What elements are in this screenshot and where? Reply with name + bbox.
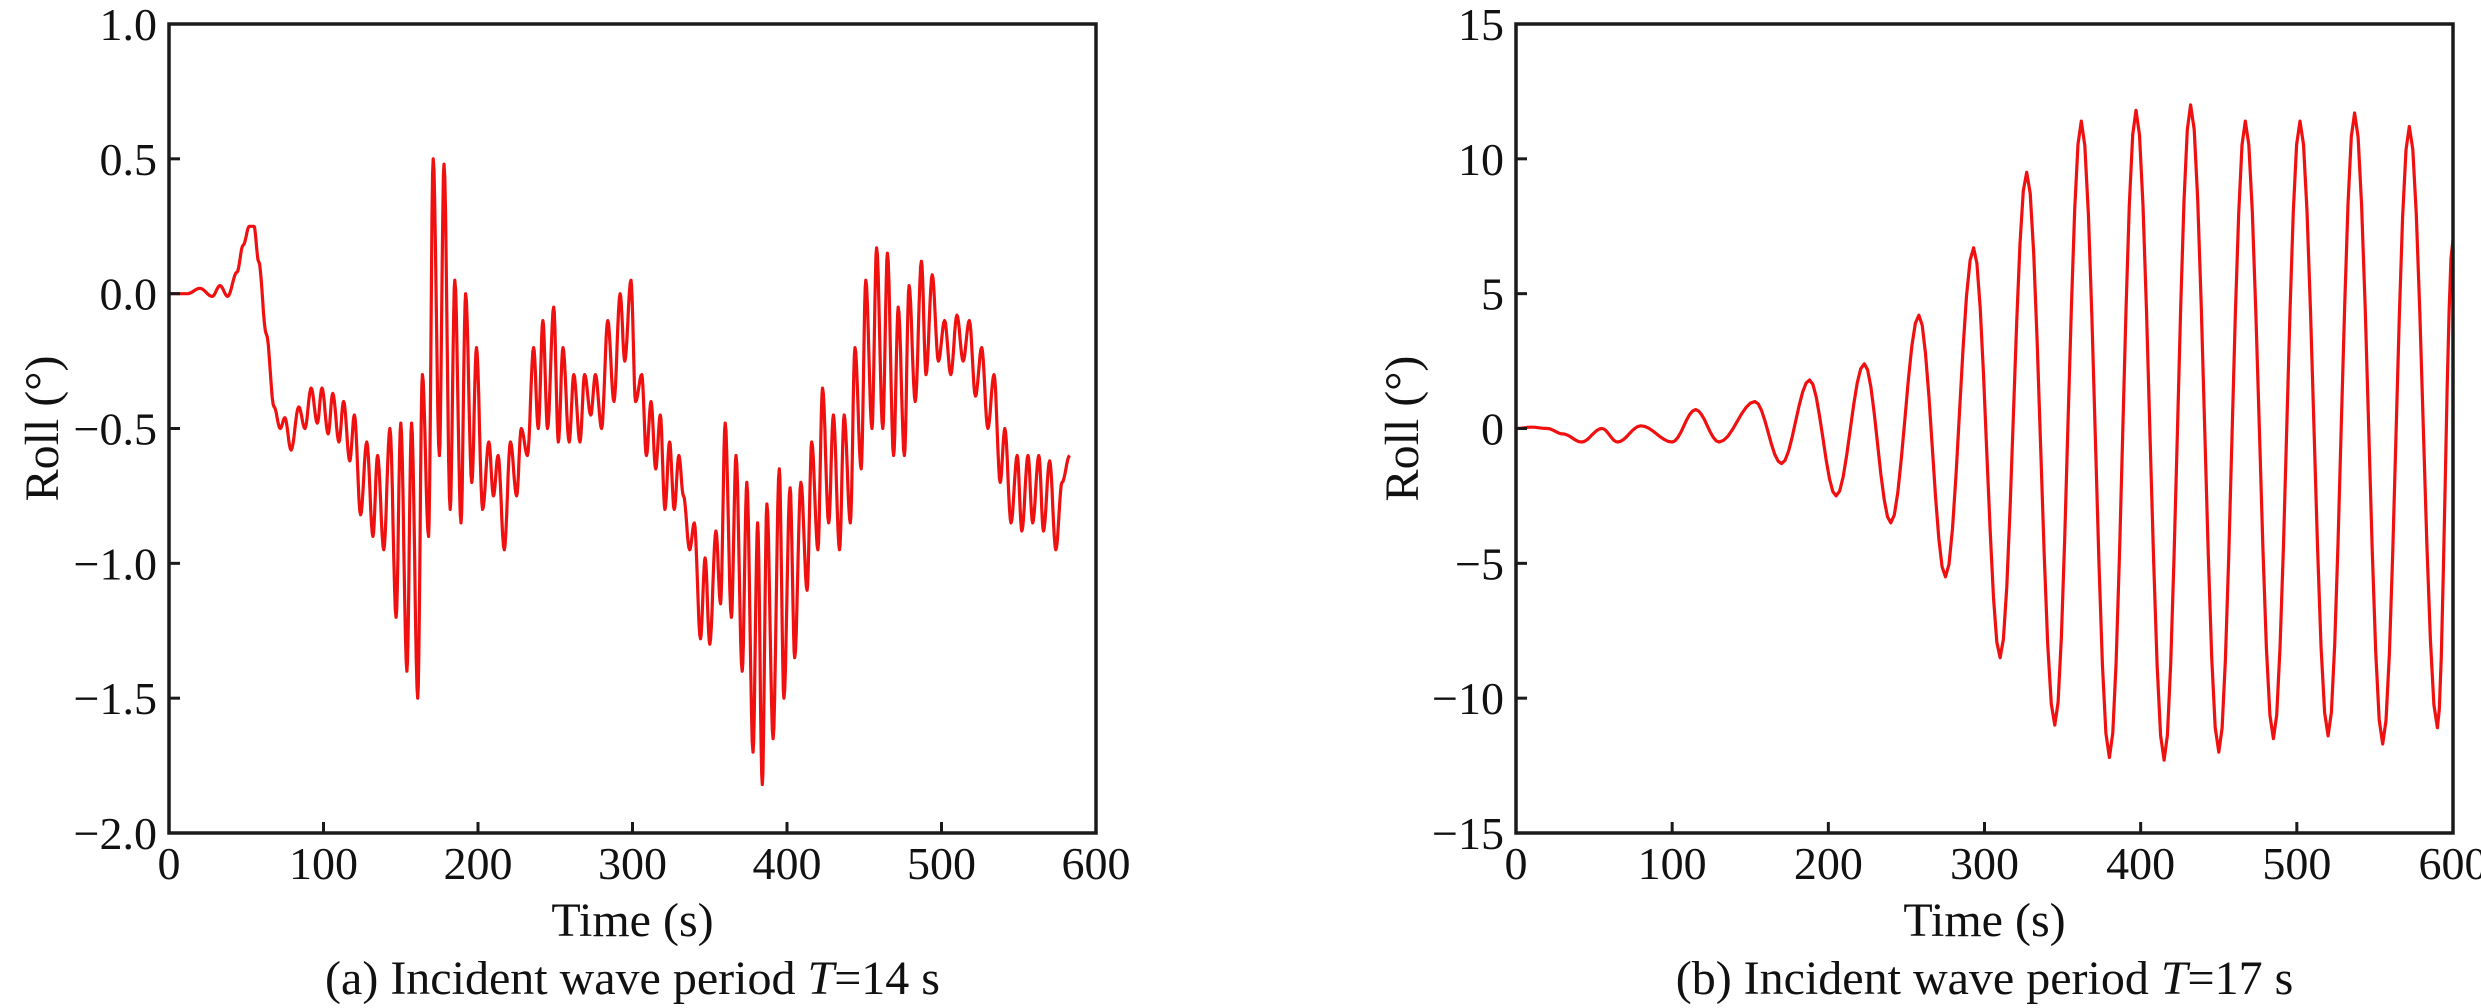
y-tick-label: −2.0: [74, 808, 157, 859]
caption-var: T: [2161, 952, 2191, 1005]
x-tick-label: 0: [1505, 838, 1528, 889]
axes-frame: [167, 22, 1098, 835]
caption-prefix: (b) Incident wave period: [1676, 952, 2161, 1005]
x-tick-label: 500: [907, 838, 976, 889]
y-axis-label: Roll (°): [16, 356, 69, 502]
y-tick-label: 1.0: [100, 0, 158, 50]
caption-prefix: (a) Incident wave period: [325, 952, 807, 1005]
x-tick-label: 300: [1950, 838, 2019, 889]
roll-series-line: [169, 157, 1071, 787]
caption-suffix: =17 s: [2188, 952, 2294, 1005]
y-tick-label: 5: [1481, 269, 1504, 320]
panel-caption: (a) Incident wave period T=14 s: [325, 952, 940, 1005]
y-tick-label: −10: [1432, 673, 1504, 724]
x-tick-label: 200: [1794, 838, 1863, 889]
panel-a-roll-t14: 0 100 200 300 400 500 600 −2.0 −1.5 −1.0 −0.5 0.0 0.…: [16, 0, 1131, 1005]
y-tick-label: −5: [1455, 538, 1504, 589]
x-tick-label: 500: [2262, 838, 2331, 889]
x-axis-label: Time (s): [551, 894, 713, 947]
caption-suffix: =14 s: [834, 952, 940, 1005]
x-tick-label: 600: [2419, 838, 2481, 889]
x-tick-label: 400: [2106, 838, 2175, 889]
caption-var: T: [807, 952, 837, 1005]
x-tick-label: 100: [1638, 838, 1707, 889]
x-tick-label: 0: [158, 838, 181, 889]
y-tick-label: −1.0: [74, 538, 157, 589]
y-tick-label: 10: [1458, 134, 1504, 185]
roll-series-line: [1515, 103, 2455, 762]
panel-b-roll-t17: 0 100 200 300 400 500 600 −15 −10 −5 0 5 10 15 Time (s…: [1376, 0, 2481, 1005]
x-tick-label: 200: [444, 838, 513, 889]
x-axis-label: Time (s): [1903, 894, 2065, 947]
y-tick-label: 0: [1481, 404, 1504, 455]
x-tick-label: 600: [1062, 838, 1131, 889]
x-tick-label: 300: [598, 838, 667, 889]
y-axis-label: Roll (°): [1376, 356, 1429, 502]
x-tick-label: 100: [289, 838, 358, 889]
y-tick-label: 0.5: [100, 134, 158, 185]
y-tick-label: 0.0: [100, 269, 158, 320]
y-tick-label: −15: [1432, 808, 1504, 859]
panel-caption: (b) Incident wave period T=17 s: [1676, 952, 2294, 1005]
y-tick-label: −0.5: [74, 404, 157, 455]
x-tick-label: 400: [753, 838, 822, 889]
y-tick-label: −1.5: [74, 673, 157, 724]
y-tick-label: 15: [1458, 0, 1504, 50]
